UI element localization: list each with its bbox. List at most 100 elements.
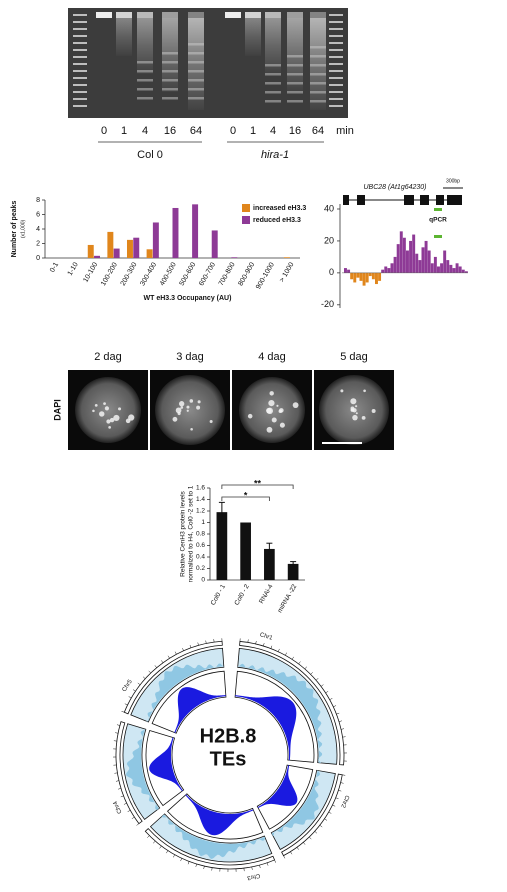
x-tick-label: 0-1 (49, 261, 60, 273)
position-tick (296, 847, 299, 850)
significance-label: * (244, 490, 248, 500)
position-tick (263, 643, 265, 647)
legend-swatch (242, 204, 250, 212)
ideogram (123, 640, 223, 715)
chromocenter (363, 389, 366, 393)
position-tick (259, 865, 261, 869)
y-axis-unit: (x1,000) (20, 219, 26, 238)
bar (283, 257, 290, 258)
well-band (96, 12, 112, 18)
signal-bar (415, 253, 419, 273)
group-label: hira-1 (261, 149, 289, 161)
lane-label: 16 (289, 125, 301, 137)
signal-bar (378, 272, 382, 281)
bar (152, 222, 159, 258)
panel-label: 3 dag (176, 351, 204, 363)
well-band (287, 12, 303, 18)
smear (188, 18, 204, 110)
smear (137, 18, 153, 74)
x-tick-label: 1-10 (67, 261, 80, 277)
te-density (149, 737, 183, 792)
position-tick (182, 648, 184, 651)
signal-bar (359, 272, 363, 281)
smear (116, 18, 132, 56)
panel-label: 4 dag (258, 351, 286, 363)
chromocenter (104, 406, 109, 411)
ladder-band (329, 21, 343, 23)
chromocenter (361, 415, 366, 420)
significance-bracket (221, 496, 270, 501)
nucleosome-band (137, 97, 153, 100)
position-tick (174, 651, 177, 655)
nucleosome-band (310, 46, 326, 49)
well-band (225, 12, 241, 18)
significance-label: ** (254, 478, 262, 488)
nucleosome-band (188, 52, 204, 55)
legend-label: reduced eH3.3 (253, 217, 301, 224)
nucleosome-band (287, 64, 303, 67)
position-tick (167, 655, 170, 659)
chromosome-label: Chr1 (259, 632, 274, 642)
signal-bar (430, 263, 434, 273)
lane-label: 0 (101, 125, 107, 137)
bar (264, 548, 275, 580)
signal-bar (427, 250, 431, 273)
position-tick (131, 816, 135, 819)
gel-image (68, 8, 348, 118)
chromocenter (209, 420, 213, 424)
position-tick (270, 645, 273, 649)
chromocenter (109, 417, 115, 423)
signal-bar (393, 256, 397, 273)
signal-bar (402, 237, 406, 273)
ladder-band (73, 98, 87, 100)
y-tick-label: 6 (36, 211, 40, 218)
ladder-band (329, 84, 343, 86)
nucleosome-band (287, 73, 303, 76)
chromocenter (128, 414, 135, 421)
signal-bar (347, 269, 351, 273)
nucleosome-band (188, 79, 204, 82)
chromocenter (247, 413, 253, 419)
y-tick-label: 0.8 (196, 531, 205, 538)
position-tick (277, 648, 280, 652)
ladder-band (73, 63, 87, 65)
ladder-band (329, 63, 343, 65)
smear (162, 18, 178, 92)
chromocenter (371, 409, 376, 414)
position-tick (319, 824, 323, 828)
panel-label: 5 dag (340, 351, 368, 363)
nucleosome-band (188, 97, 204, 100)
nucleosome-band (137, 61, 153, 64)
position-tick (187, 861, 190, 865)
lane-label: 0 (230, 125, 236, 137)
h2b-density (126, 728, 159, 810)
x-tick-label: miRNA -22 (277, 583, 299, 614)
smear (265, 18, 281, 74)
position-tick (195, 863, 197, 867)
ladder-band (73, 35, 87, 37)
x-tick-label: 200-300 (120, 261, 139, 287)
ladder-band (329, 56, 343, 58)
ladder-band (329, 42, 343, 44)
primer-mark (434, 208, 442, 211)
y-tick-label: 40 (324, 203, 334, 213)
position-tick (291, 656, 294, 660)
well-band (310, 12, 326, 18)
position-tick (159, 845, 162, 849)
signal-bar (390, 263, 394, 273)
nucleus (155, 375, 225, 445)
signal-bar (409, 240, 413, 273)
ladder-band (73, 77, 87, 79)
chromocenter (269, 391, 274, 396)
gene-exon (357, 195, 365, 205)
signal-bar (356, 272, 360, 278)
chromocenter (108, 426, 111, 429)
te-density (185, 794, 254, 836)
nucleosome-band (162, 79, 178, 82)
y-tick-label: 1.2 (196, 508, 205, 515)
signal-bar (433, 256, 437, 273)
signal-bar (368, 272, 372, 277)
position-tick (203, 866, 205, 870)
bar (133, 237, 140, 258)
nucleosome-band (188, 70, 204, 73)
